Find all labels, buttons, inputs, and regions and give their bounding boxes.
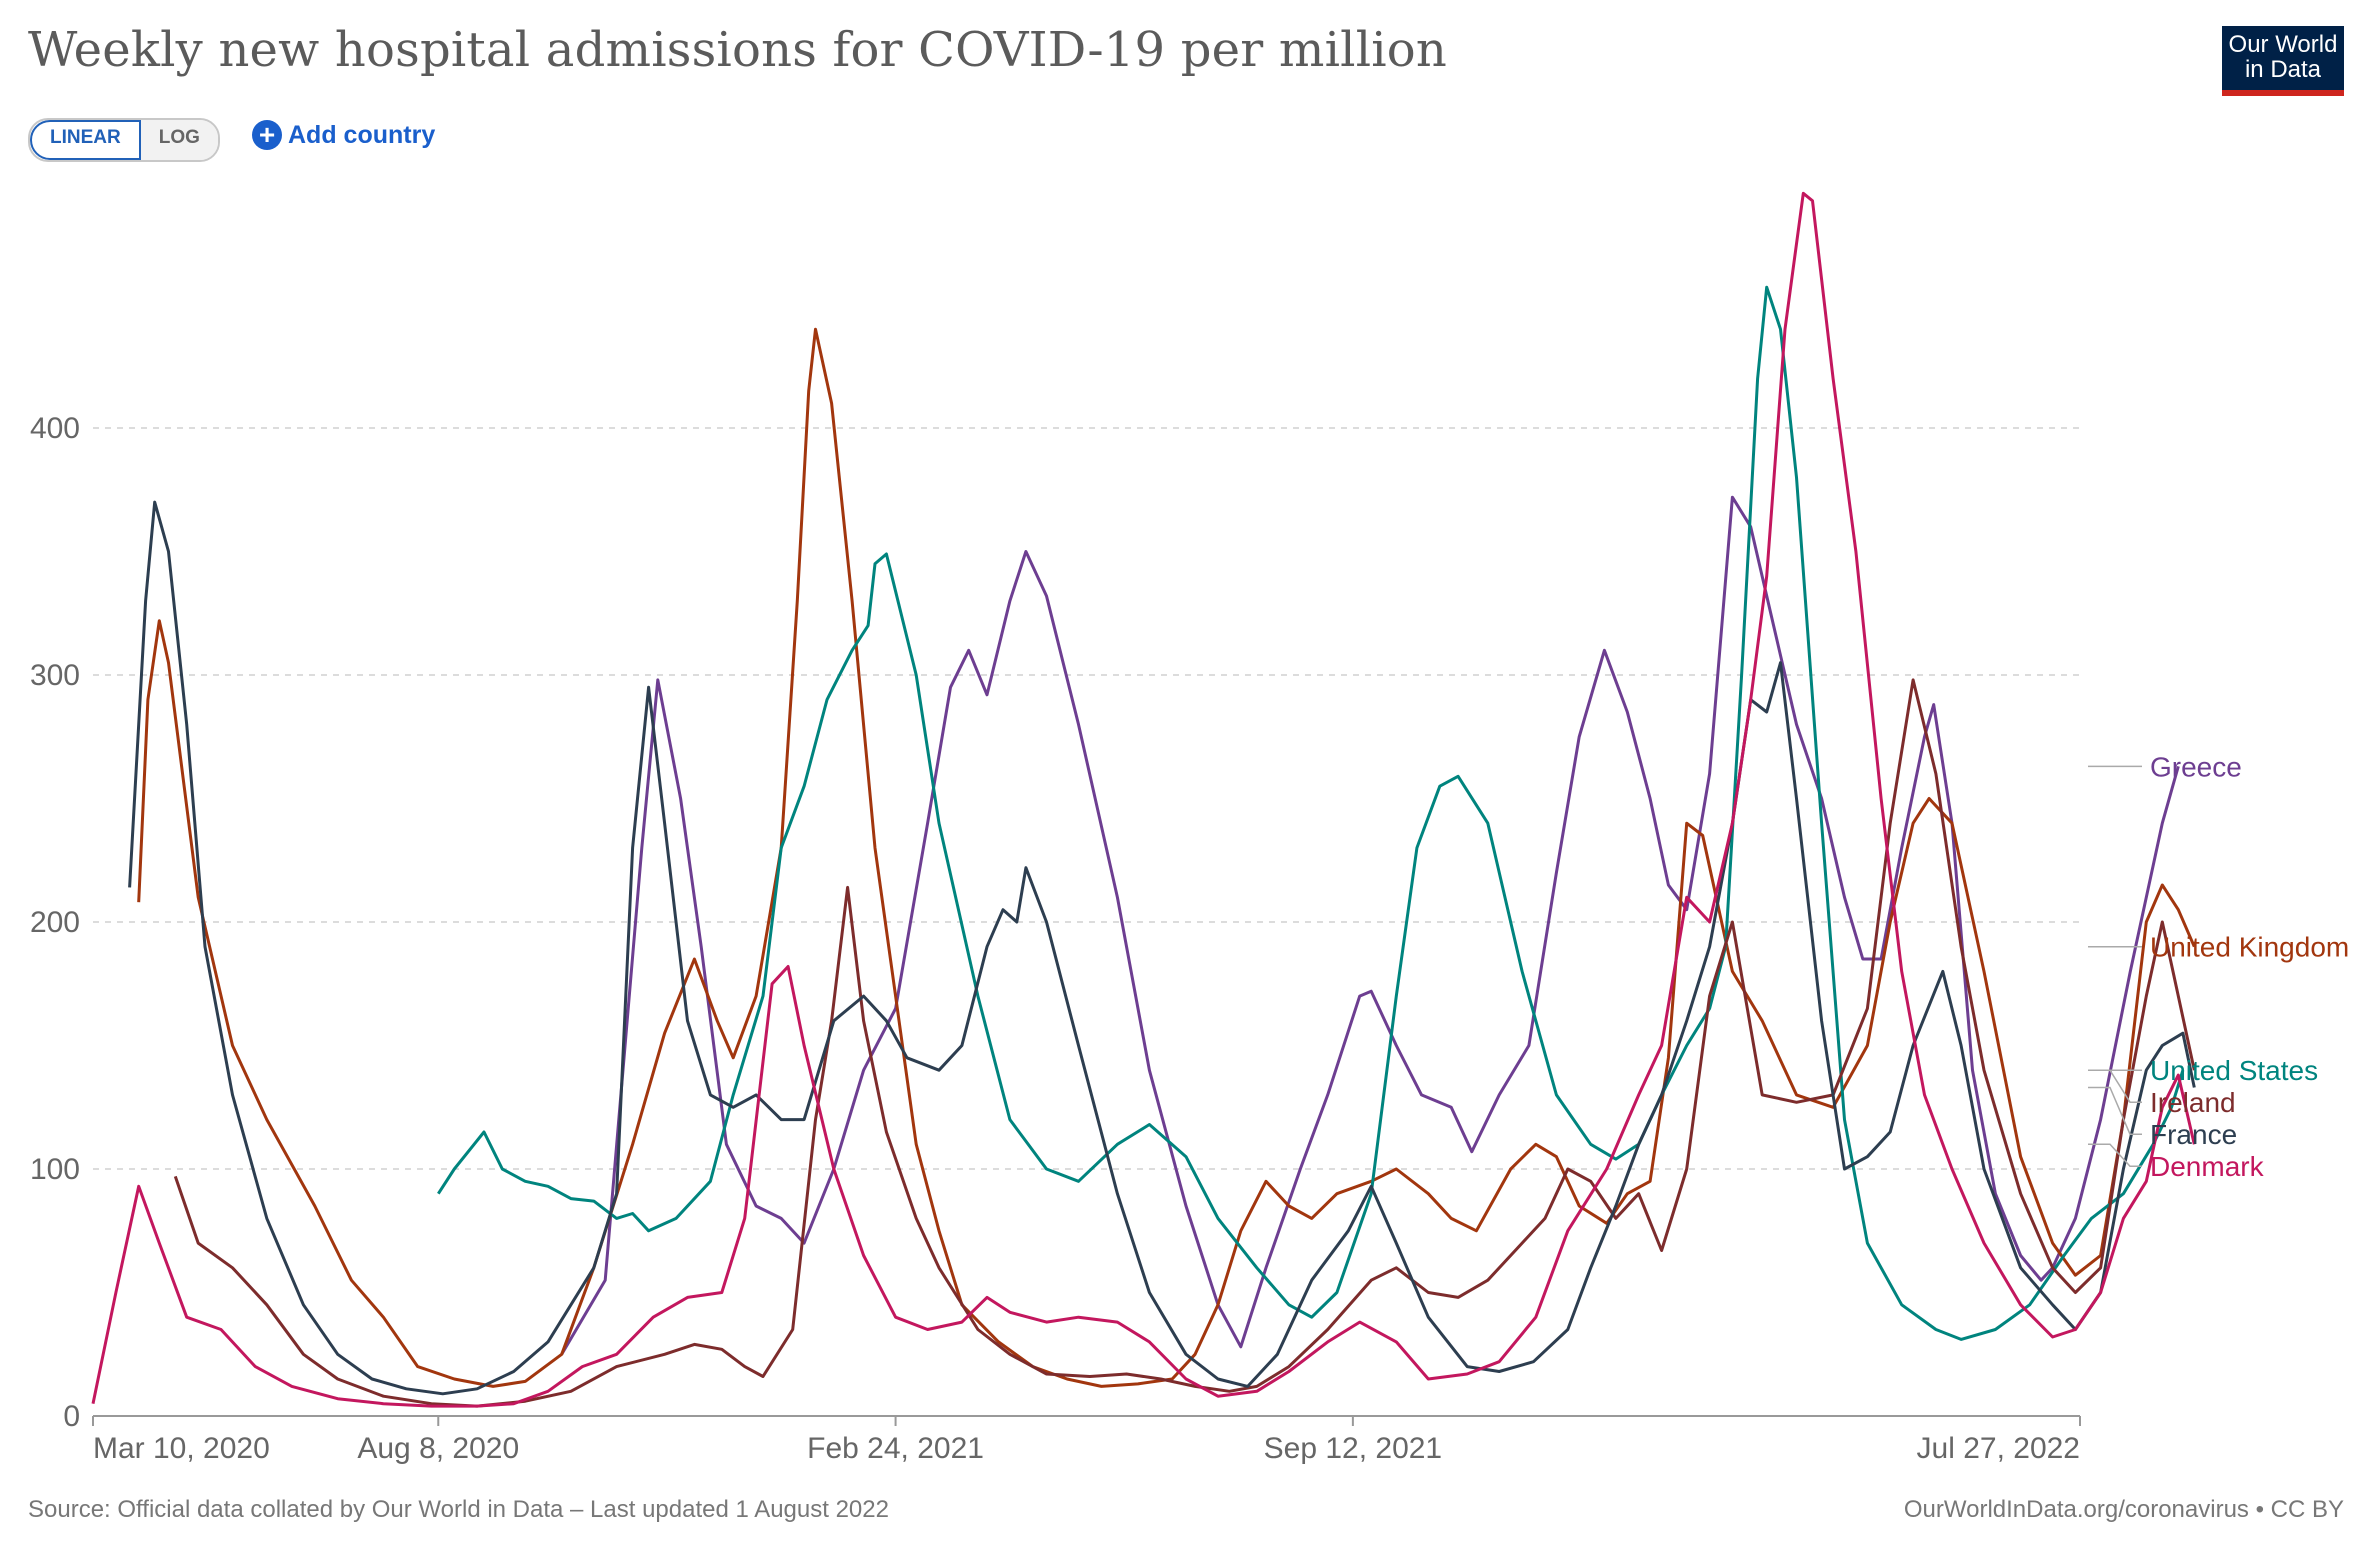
y-tick-label: 100 [30, 1153, 80, 1186]
series-label-france: France [2150, 1119, 2237, 1150]
plus-icon: + [252, 120, 282, 150]
y-tick-label: 400 [30, 412, 80, 445]
series-label-denmark: Denmark [2150, 1151, 2265, 1182]
series-line-united-states [437, 285, 2185, 1341]
y-axis-ticks: 0 100 200 300 400 [30, 412, 80, 1433]
add-country-label: Add country [288, 120, 436, 149]
series-label-united-states: United States [2150, 1055, 2318, 1086]
series-label-greece: Greece [2150, 751, 2242, 782]
series-label-united-kingdom: United Kingdom [2150, 932, 2349, 963]
x-tick-label: Mar 10, 2020 [93, 1432, 270, 1465]
series-line-ireland [173, 678, 2196, 1408]
label-connector [2088, 1086, 2142, 1135]
scale-linear-button[interactable]: LINEAR [30, 120, 141, 160]
y-tick-label: 200 [30, 906, 80, 939]
series-line-greece [560, 495, 2180, 1356]
logo-line-1: Our World [2228, 31, 2338, 58]
series-line-united-kingdom [137, 327, 2196, 1388]
series-lines [91, 191, 2196, 1408]
logo-accent-bar [2222, 90, 2344, 96]
y-tick-label: 0 [63, 1400, 80, 1433]
scale-toggle[interactable]: LINEAR LOG [28, 118, 220, 162]
x-tick-label: Sep 12, 2021 [1264, 1432, 1443, 1465]
scale-log-button[interactable]: LOG [140, 120, 218, 160]
owid-logo[interactable]: Our World in Data [2222, 26, 2344, 96]
series-labels: Greece United Kingdom United StatesIreland… [2088, 751, 2349, 1182]
series-label-ireland: Ireland [2150, 1087, 2236, 1118]
source-note: Source: Official data collated by Our Wo… [28, 1496, 889, 1523]
x-tick-label: Jul 27, 2022 [1917, 1432, 2080, 1465]
add-country-button[interactable]: + Add country [252, 120, 435, 150]
label-connector [2088, 1069, 2142, 1103]
y-tick-label: 300 [30, 659, 80, 692]
x-axis: Mar 10, 2020 Aug 8, 2020 Feb 24, 2021 Sep 1… [92, 1415, 2081, 1465]
series-line-france [128, 500, 2196, 1396]
label-connector [2088, 1143, 2142, 1167]
grid-lines [93, 427, 2080, 1170]
chart-title: Weekly new hospital admissions for COVID… [28, 22, 1448, 78]
logo-line-2: in Data [2244, 56, 2322, 83]
footer-link[interactable]: OurWorldInData.org/coronavirus • CC BY [1903, 1496, 2344, 1523]
series-line-denmark [91, 191, 2196, 1408]
x-tick-label: Aug 8, 2020 [357, 1432, 519, 1465]
x-tick-label: Feb 24, 2021 [807, 1432, 984, 1465]
